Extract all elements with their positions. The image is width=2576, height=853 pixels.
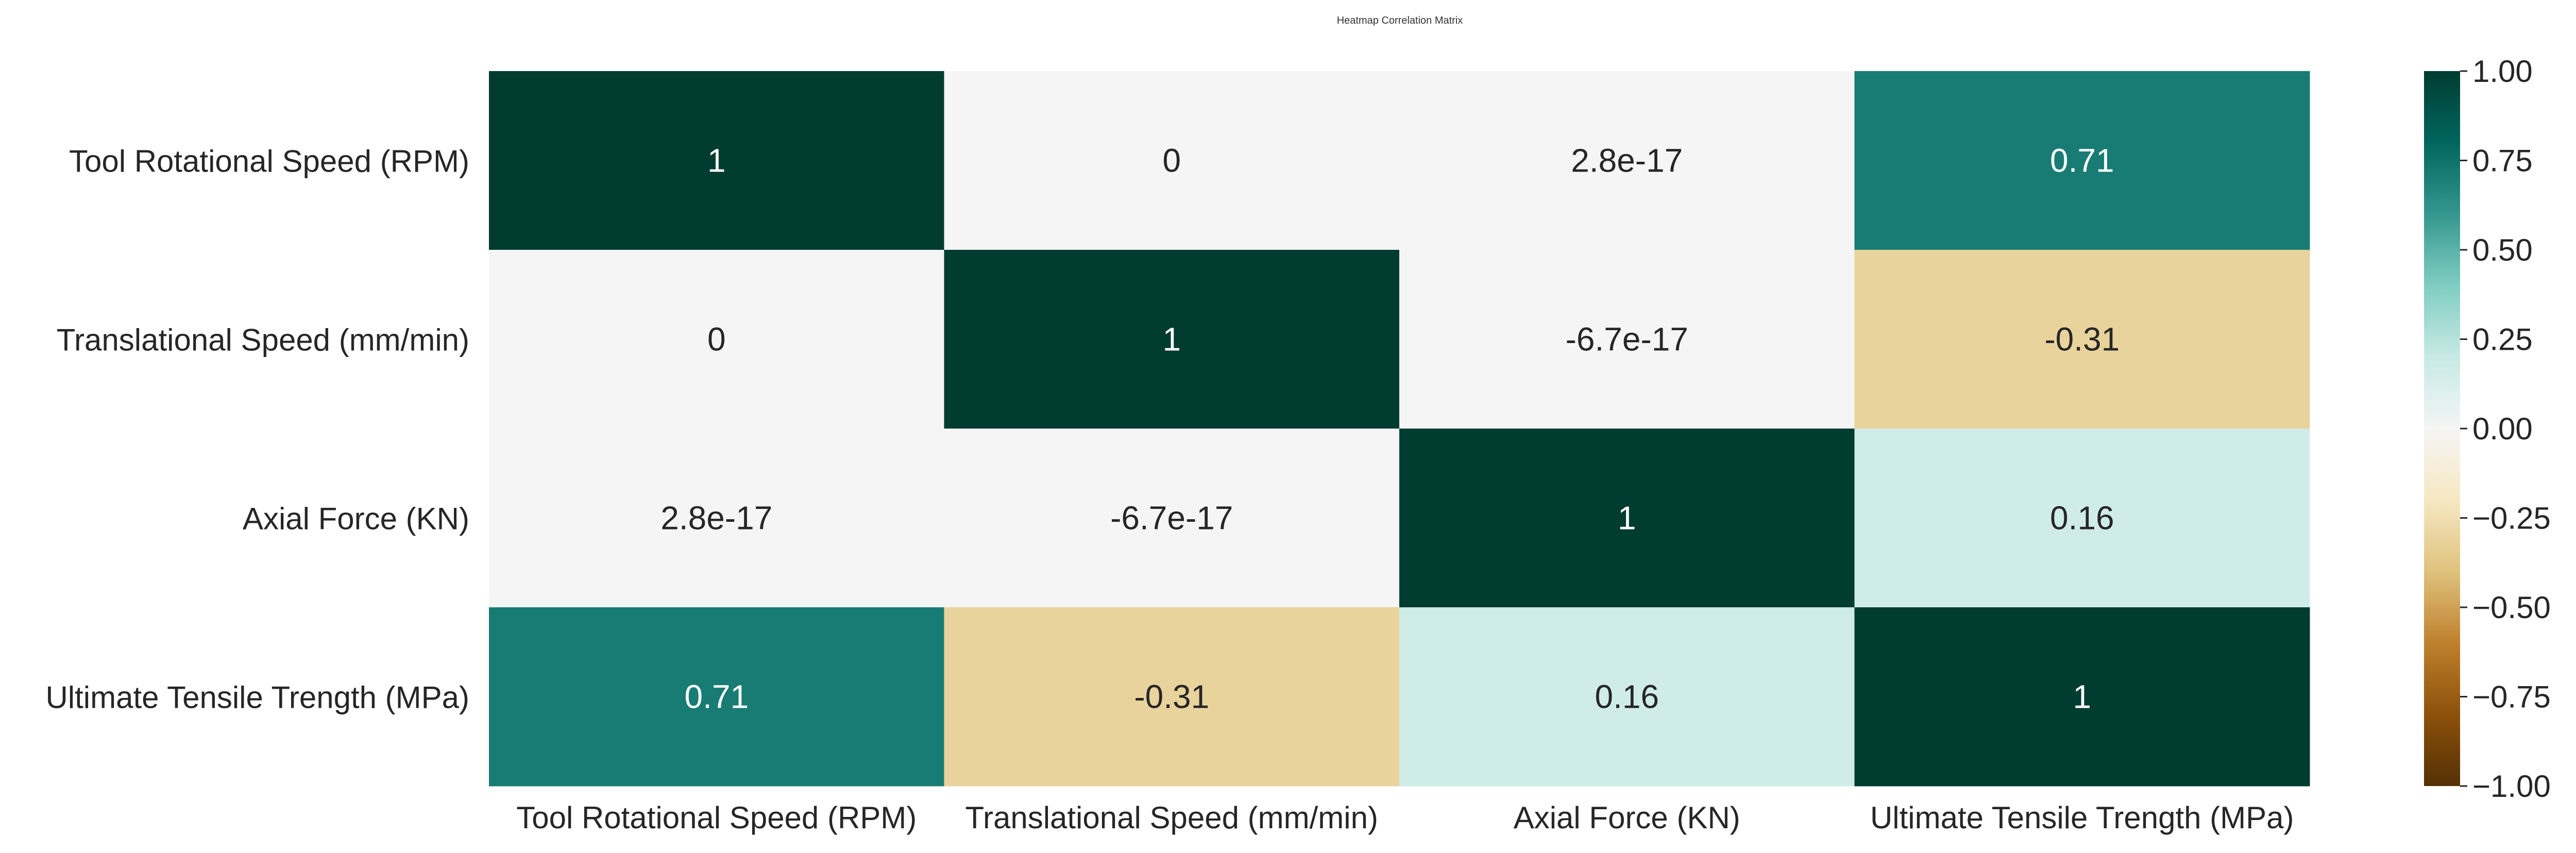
cell-annotation: 0.16 bbox=[1595, 678, 1659, 715]
cell-annotation: -6.7e-17 bbox=[1566, 321, 1688, 358]
cell-annotation: 0.16 bbox=[2050, 500, 2114, 537]
chart-title: Heatmap Correlation Matrix bbox=[1337, 15, 1463, 26]
row-tick-label: Axial Force (KN) bbox=[243, 502, 469, 536]
cell-annotation: 1 bbox=[1162, 321, 1181, 358]
heatmap-cell bbox=[944, 250, 1400, 429]
cell-annotation: 1 bbox=[2073, 678, 2091, 715]
heatmap-cell bbox=[1854, 429, 2310, 608]
heatmap-cell bbox=[1399, 429, 1855, 608]
row-tick-label: Translational Speed (mm/min) bbox=[57, 323, 469, 357]
colorbar-tick-label: −0.75 bbox=[2472, 680, 2551, 714]
heatmap-cell bbox=[1854, 71, 2310, 250]
colorbar-gradient bbox=[2424, 71, 2460, 786]
heatmap-cell bbox=[944, 71, 1400, 250]
cell-annotation: -0.31 bbox=[1134, 678, 1209, 715]
column-tick-label: Axial Force (KN) bbox=[1514, 800, 1740, 835]
cell-annotation: 2.8e-17 bbox=[1571, 142, 1683, 179]
colorbar-tick-label: 1.00 bbox=[2472, 54, 2533, 89]
colorbar-tick-label: 0.00 bbox=[2472, 412, 2533, 446]
column-tick-label: Ultimate Tensile Trength (MPa) bbox=[1870, 800, 2294, 835]
heatmap-cell bbox=[1854, 250, 2310, 429]
column-tick-label: Translational Speed (mm/min) bbox=[965, 800, 1378, 835]
heatmap-cell bbox=[489, 429, 944, 608]
row-labels: Tool Rotational Speed (RPM) Translational… bbox=[45, 144, 469, 715]
heatmap-cell bbox=[944, 429, 1400, 608]
colorbar-tick-label: −1.00 bbox=[2472, 769, 2551, 804]
row-tick-label: Tool Rotational Speed (RPM) bbox=[69, 144, 469, 179]
heatmap-cell bbox=[1399, 607, 1855, 787]
cell-annotation: 0 bbox=[707, 321, 726, 358]
cell-annotation: 1 bbox=[1618, 500, 1636, 537]
colorbar-tick-label: 0.75 bbox=[2472, 144, 2533, 178]
heatmap-cell bbox=[489, 250, 944, 429]
colorbar: 1.00 0.75 0.50 0.25 0.00 −0.25 −0.50 −0.75 −1.00 bbox=[2424, 54, 2551, 804]
colorbar-tick-label: −0.50 bbox=[2472, 590, 2551, 625]
heatmap-cells: 1 0 2.8e-17 0.71 0 1 -6.7e-17 -0.31 2.8e-17 -6.7e… bbox=[489, 71, 2310, 787]
cell-annotation: 0.71 bbox=[2050, 142, 2114, 179]
heatmap-cell bbox=[1399, 71, 1855, 250]
colorbar-tick-label: 0.50 bbox=[2472, 233, 2533, 267]
cell-annotation: 2.8e-17 bbox=[660, 500, 772, 537]
cell-annotation: 0 bbox=[1162, 142, 1181, 179]
cell-annotation: -6.7e-17 bbox=[1110, 500, 1233, 537]
cell-annotation: -0.31 bbox=[2044, 321, 2120, 358]
column-labels: Tool Rotational Speed (RPM) Translational… bbox=[516, 800, 2294, 835]
heatmap-cell bbox=[944, 607, 1400, 787]
colorbar-tick-label: −0.25 bbox=[2472, 501, 2551, 536]
cell-annotation: 0.71 bbox=[684, 678, 749, 715]
row-tick-label: Ultimate Tensile Trength (MPa) bbox=[45, 680, 469, 715]
heatmap-cell bbox=[489, 71, 944, 250]
heatmap-cell bbox=[1854, 607, 2310, 787]
heatmap-cell bbox=[489, 607, 944, 787]
heatmap-cell bbox=[1399, 250, 1855, 429]
colorbar-tick-label: 0.25 bbox=[2472, 322, 2533, 357]
cell-annotation: 1 bbox=[707, 142, 726, 179]
column-tick-label: Tool Rotational Speed (RPM) bbox=[516, 800, 917, 835]
